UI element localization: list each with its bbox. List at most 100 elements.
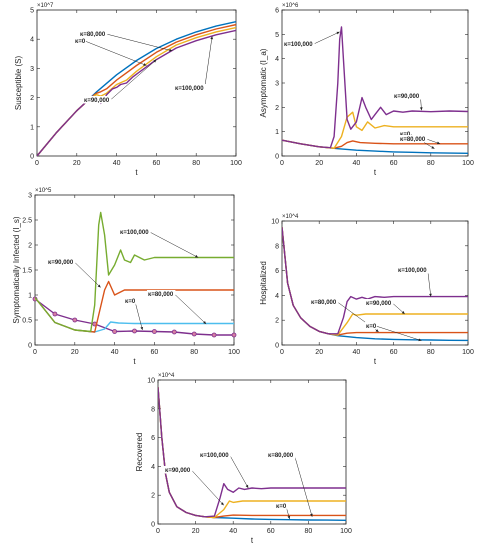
- annotation-label: κ=90,000: [84, 98, 110, 104]
- annotation-label: κ=80,000: [80, 32, 106, 38]
- annotation-label: κ=0: [125, 299, 136, 305]
- y-tick-label: 10: [271, 219, 279, 226]
- annotation-arrowhead: [287, 515, 291, 519]
- annotation-label: κ=80,000: [400, 137, 426, 143]
- y-tick-label: 2: [28, 243, 32, 250]
- annotation-arrow: [134, 300, 143, 331]
- chart-panel: 0 20 40 60 80 100 0 1 2 3 4 5×10^7 t Susceptible (S) κ…: [14, 3, 242, 177]
- annotation-arrow: [229, 454, 249, 489]
- x-tick-label: 20: [73, 160, 81, 167]
- x-tick-label: 100: [462, 349, 474, 356]
- axis-exponent: ×10^6: [282, 3, 299, 9]
- annotation-bg: [164, 466, 193, 474]
- annotation-arrow: [204, 36, 213, 89]
- x-axis-label: t: [374, 357, 377, 366]
- plot-area: [157, 379, 347, 525]
- annotation-arrowhead: [431, 146, 435, 149]
- series-marker: [231, 332, 237, 338]
- chart-panel: 0 20 40 60 80 100 0 2 4 6 8 10×10^4 t Hospitalized κ=1…: [259, 214, 474, 366]
- series-marker: [151, 329, 157, 334]
- annotation-bg: [79, 30, 108, 38]
- y-tick-label: 5: [275, 32, 279, 39]
- annotation-label: κ=0: [276, 504, 287, 510]
- axis-exponent: ×10^4: [282, 214, 299, 220]
- annotation-arrowhead: [210, 36, 214, 40]
- y-tick-label: 1: [28, 293, 32, 300]
- series-line: [282, 26, 468, 149]
- y-tick-label: 0: [151, 522, 155, 529]
- annotation-label: κ=80,000: [268, 453, 294, 459]
- annotation-arrowhead: [143, 63, 147, 66]
- series-marker: [211, 332, 217, 338]
- x-tick-label: 60: [390, 349, 398, 356]
- annotation-arrowhead: [97, 284, 101, 288]
- annotation-arrow: [191, 469, 224, 506]
- x-tick-label: 100: [340, 528, 352, 535]
- annotation-label: κ=100,000: [284, 42, 313, 48]
- annotation-bg: [310, 298, 339, 306]
- x-tick-label: 80: [190, 349, 198, 356]
- series-marker: [72, 317, 78, 323]
- series-marker: [52, 311, 58, 317]
- annotation-arrowhead: [194, 254, 199, 258]
- annotation-bg: [399, 130, 411, 138]
- axis-exponent: ×10^7: [37, 3, 54, 9]
- annotation-arrow: [375, 325, 422, 341]
- y-tick-label: 4: [30, 37, 34, 44]
- y-tick-label: 2.5: [22, 218, 32, 225]
- y-tick-label: 1: [275, 129, 279, 136]
- y-axis-label: Hospitalized: [259, 261, 268, 305]
- plot-area: [34, 194, 235, 346]
- x-tick-label: 60: [390, 160, 398, 167]
- x-tick-label: 80: [427, 349, 435, 356]
- y-axis-label: Recovered: [135, 433, 144, 472]
- x-tick-label: 20: [71, 349, 79, 356]
- annotation-arrowhead: [375, 329, 379, 332]
- axis-exponent: ×10^4: [158, 373, 175, 379]
- x-tick-label: 20: [315, 160, 323, 167]
- x-tick-label: 0: [156, 528, 160, 535]
- chart-panel: 0 20 40 60 80 100 0 2 4 6 8 10×10^4 t Recovered κ=100,…: [135, 373, 352, 545]
- annotation-label: κ=100,000: [175, 86, 204, 92]
- y-tick-label: 2: [275, 105, 279, 112]
- annotation-arrowhead: [153, 59, 157, 63]
- annotation-arrowhead: [429, 293, 432, 297]
- y-tick-label: 1.5: [22, 268, 32, 275]
- annotation-label: κ=0: [75, 39, 86, 45]
- y-tick-label: 4: [151, 464, 155, 471]
- plot-area: [36, 9, 237, 157]
- x-tick-label: 80: [427, 160, 435, 167]
- x-tick-label: 0: [280, 160, 284, 167]
- chart-panel: 0 20 40 60 80 100 0 1 2 3 4 5 6×10^6 t Asymptomatic (I…: [259, 3, 474, 177]
- annotation-label: κ=90,000: [48, 260, 74, 266]
- annotation-bg: [365, 322, 377, 330]
- y-tick-label: 0: [275, 343, 279, 350]
- y-tick-label: 6: [151, 435, 155, 442]
- annotation-bg: [47, 258, 76, 266]
- annotation-arrowhead: [203, 321, 207, 324]
- y-axis-label: Asymptomatic (I_a): [259, 48, 268, 117]
- series-marker: [171, 329, 177, 335]
- annotation-arrowhead: [245, 484, 249, 488]
- axis-exponent: ×10^5: [35, 188, 52, 194]
- annotation-arrow: [174, 293, 207, 325]
- annotation-bg: [393, 92, 422, 100]
- y-tick-label: 6: [275, 8, 279, 15]
- x-tick-label: 100: [228, 349, 240, 356]
- series-line: [282, 111, 468, 149]
- y-tick-label: 2: [275, 318, 279, 325]
- y-axis-label: Symptomatically Infected (I_s): [12, 216, 21, 323]
- annotation-bg: [283, 40, 315, 48]
- series-line: [158, 387, 346, 518]
- annotation-label: κ=100,000: [398, 268, 427, 274]
- y-tick-label: 3: [28, 193, 32, 200]
- annotation-bg: [275, 502, 287, 510]
- annotation-bg: [124, 297, 136, 305]
- annotation-label: κ=80,000: [148, 292, 174, 298]
- annotation-arrow: [106, 33, 173, 52]
- x-tick-label: 20: [192, 528, 200, 535]
- y-tick-label: 3: [275, 81, 279, 88]
- annotation-arrowhead: [336, 31, 340, 35]
- annotation-bg: [397, 266, 429, 274]
- annotation-arrow: [84, 40, 147, 66]
